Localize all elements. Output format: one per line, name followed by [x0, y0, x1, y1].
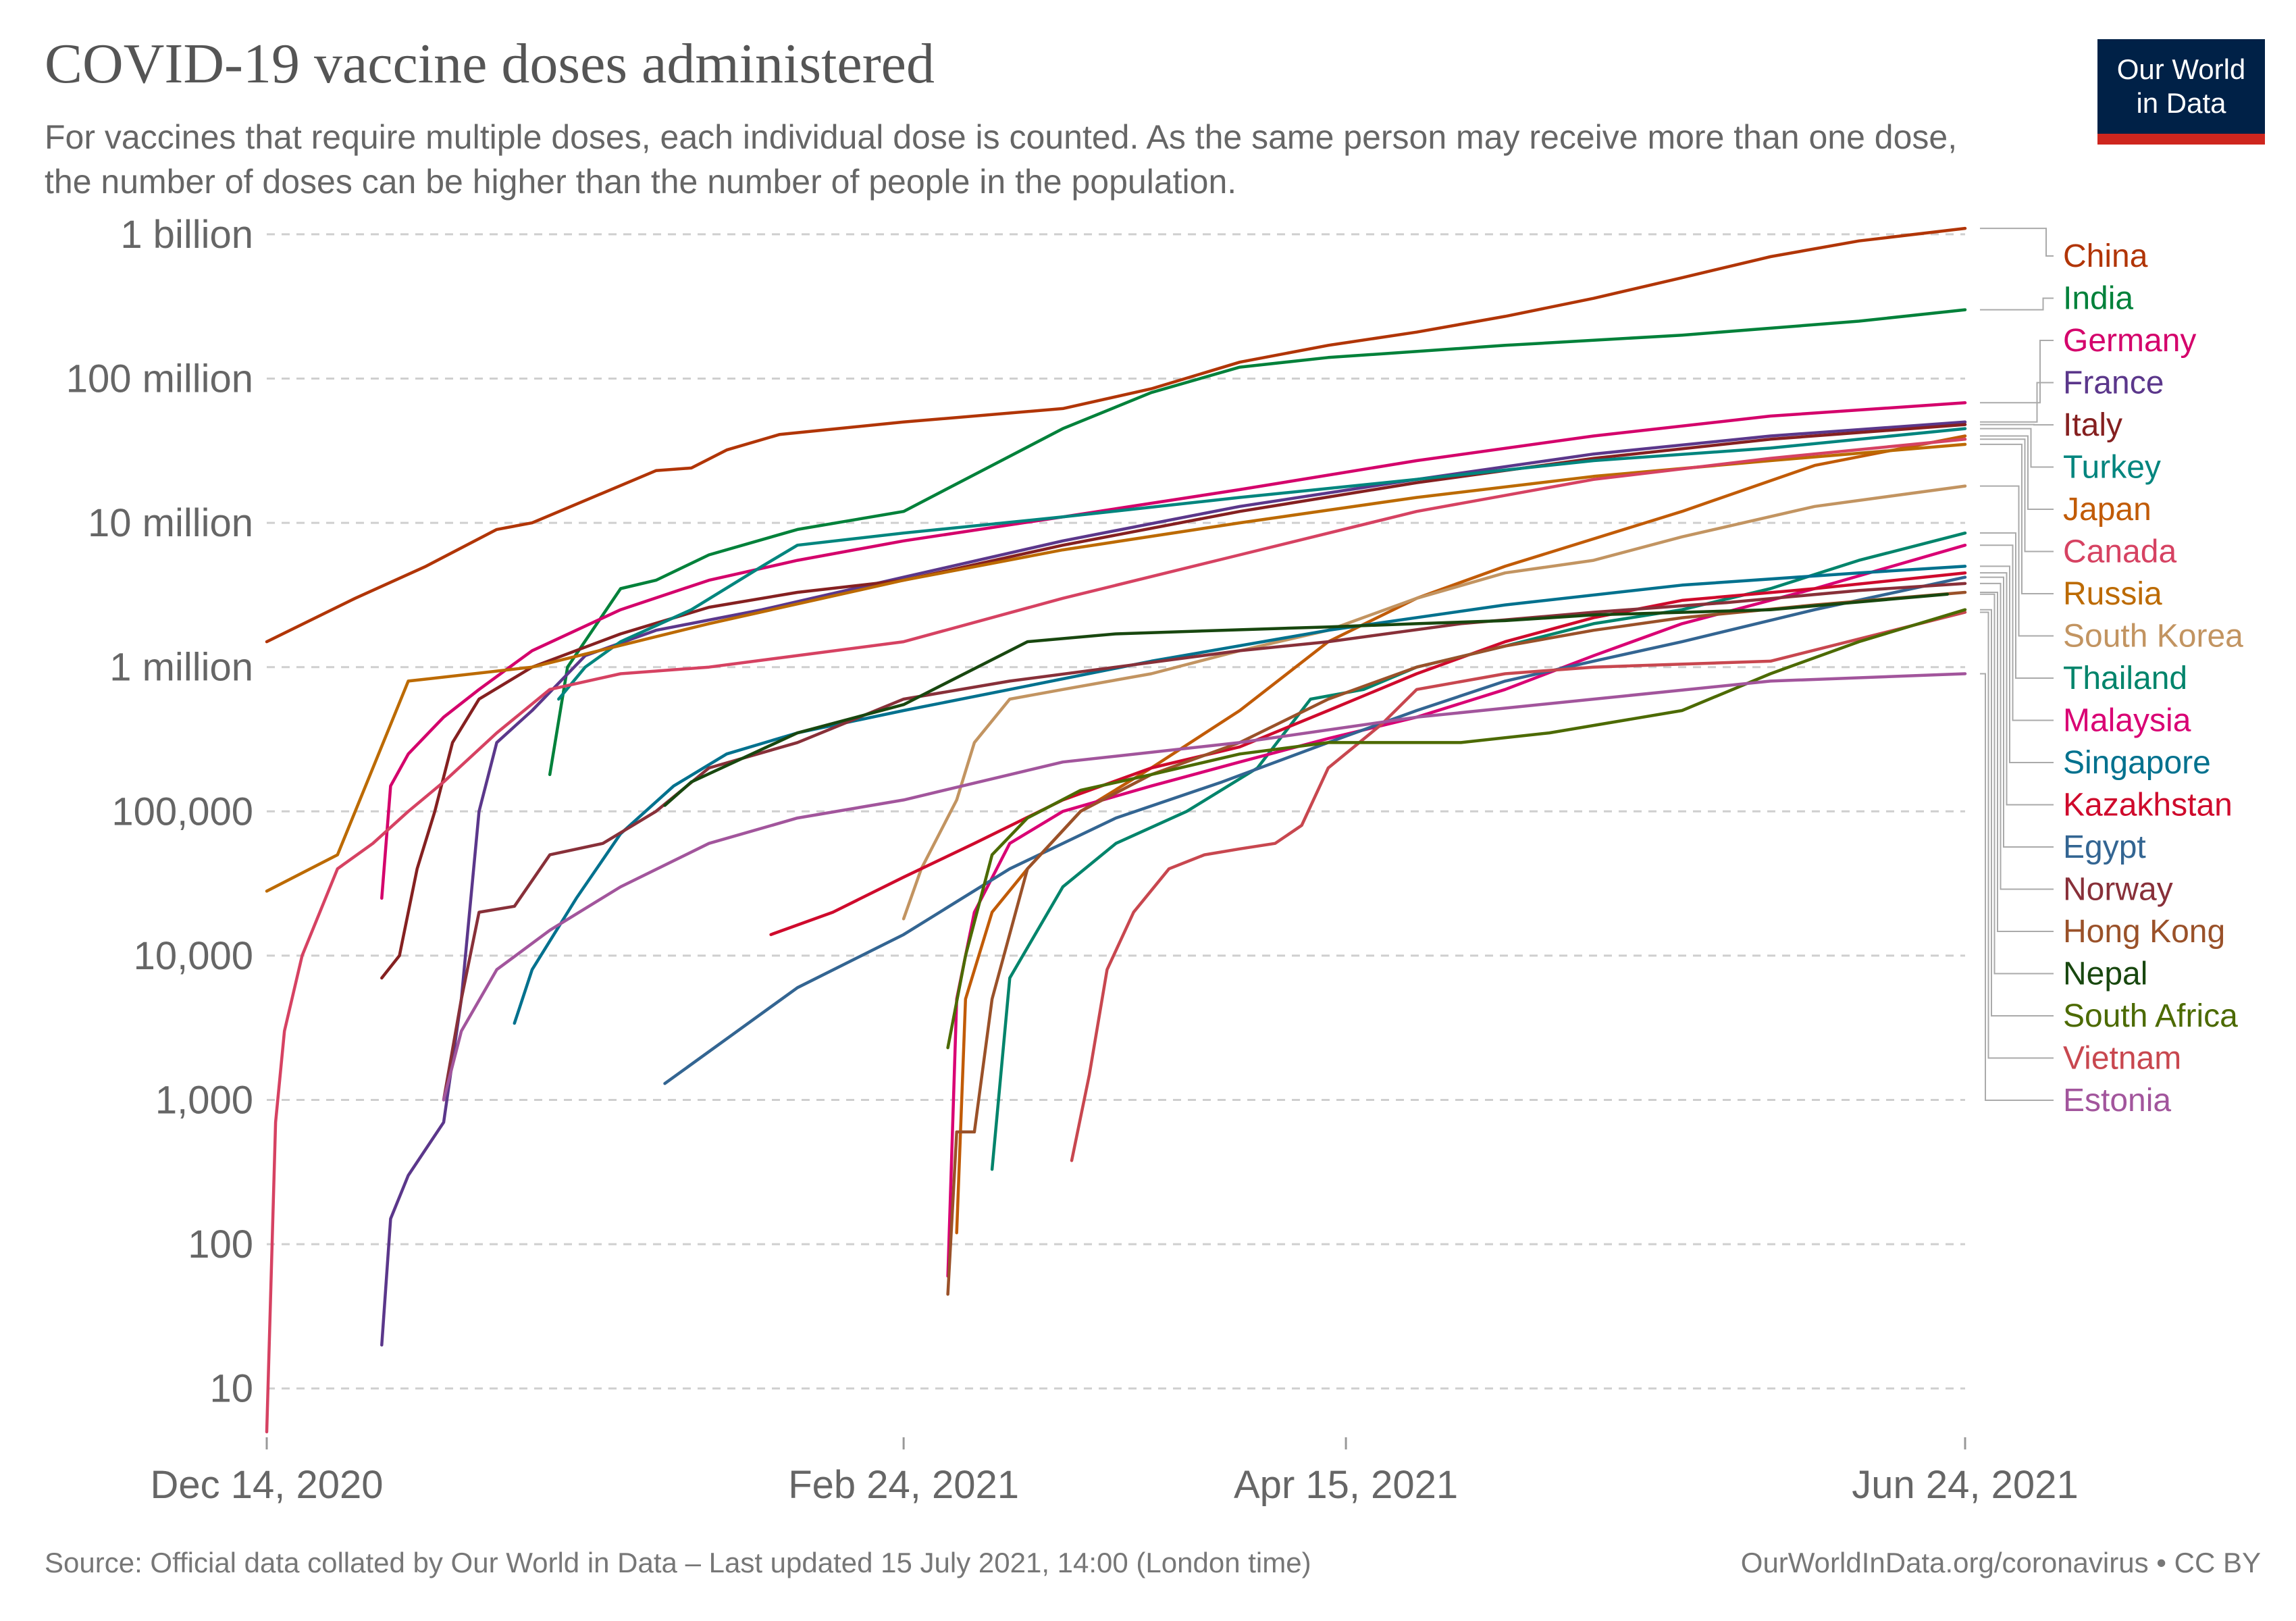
series-line-norway[interactable]	[442, 582, 1967, 1102]
y-tick-label: 1 million	[109, 646, 253, 690]
legend-connector-russia	[1980, 443, 2054, 594]
series-line-singapore[interactable]	[513, 565, 1967, 1025]
legend-connector-south-africa	[1980, 609, 2054, 1017]
series-line-italy[interactable]	[380, 423, 1967, 980]
y-tick-label: 100	[188, 1223, 253, 1266]
legend-entry-turkey[interactable]: Turkey	[2063, 450, 2161, 486]
x-tick-label: Dec 14, 2020	[150, 1463, 383, 1507]
x-tick-label: Feb 24, 2021	[788, 1463, 1019, 1507]
y-tick-label: 1 billion	[120, 213, 253, 257]
legend-connector-nepal	[1980, 593, 2054, 975]
series-line-nepal[interactable]	[663, 592, 1950, 807]
y-tick-label: 100,000	[111, 790, 253, 833]
series-line-malaysia[interactable]	[946, 543, 1967, 1278]
legend-entry-india[interactable]: India	[2063, 281, 2133, 317]
legend-entry-malaysia[interactable]: Malaysia	[2063, 703, 2191, 739]
series-line-turkey[interactable]	[557, 427, 1967, 701]
series-line-india[interactable]	[548, 308, 1967, 777]
legend-entry-norway[interactable]: Norway	[2063, 872, 2173, 908]
site-credit[interactable]: OurWorldInData.org/coronavirus • CC BY	[1740, 1547, 2261, 1578]
legend-entry-japan[interactable]: Japan	[2063, 492, 2151, 528]
legend-connector-turkey	[1980, 428, 2054, 468]
y-tick-label: 10,000	[134, 934, 253, 978]
legend-connector-thailand	[1980, 532, 2054, 679]
legend-entry-canada[interactable]: Canada	[2063, 534, 2176, 570]
legend-entry-kazakhstan[interactable]: Kazakhstan	[2063, 788, 2233, 823]
chart-title: COVID-19 vaccine doses administered	[45, 32, 935, 95]
legend-entry-china[interactable]: China	[2063, 238, 2148, 274]
legend-entry-singapore[interactable]: Singapore	[2063, 745, 2211, 781]
legend-connectors	[1980, 228, 2054, 1101]
source-note: Source: Official data collated by Our Wo…	[45, 1547, 1311, 1578]
legend-entry-germany[interactable]: Germany	[2063, 323, 2196, 359]
y-tick-label: 100 million	[66, 357, 253, 401]
legend-connector-norway	[1980, 582, 2054, 890]
gridlines	[267, 233, 1965, 1390]
legend-connector-france	[1980, 382, 2054, 423]
legend-connector-singapore	[1980, 565, 2054, 763]
chart-subtitle: For vaccines that require multiple doses…	[45, 118, 1958, 201]
legend[interactable]: China India Germany France Italy Turkey Japan C…	[2063, 238, 2243, 1118]
legend-connector-japan	[1980, 435, 2054, 510]
legend-entry-nepal[interactable]: Nepal	[2063, 956, 2147, 992]
logo-line-1: Our World	[2116, 53, 2246, 85]
series-line-france[interactable]	[380, 420, 1967, 1347]
legend-connector-china	[1980, 228, 2054, 257]
legend-entry-egypt[interactable]: Egypt	[2063, 829, 2146, 865]
series-line-estonia[interactable]	[442, 672, 1967, 1102]
legend-entry-italy[interactable]: Italy	[2063, 407, 2122, 443]
series-line-thailand[interactable]	[990, 531, 1967, 1171]
y-tick-label: 1,000	[155, 1079, 253, 1123]
legend-connector-egypt	[1980, 576, 2054, 848]
y-tick-label: 10	[209, 1367, 253, 1411]
legend-connector-south-korea	[1980, 485, 2054, 637]
series-line-japan[interactable]	[955, 434, 1967, 1235]
legend-connector-kazakhstan	[1980, 572, 2054, 806]
legend-connector-vietnam	[1980, 611, 2054, 1059]
legend-connector-india	[1980, 297, 2054, 311]
legend-entry-france[interactable]: France	[2063, 365, 2164, 401]
legend-connector-malaysia	[1980, 544, 2054, 721]
series-line-canada[interactable]	[265, 438, 1967, 1434]
x-axis: Dec 14, 2020 Feb 24, 2021 Apr 15, 2021 Jun …	[150, 1437, 2079, 1507]
series-line-russia[interactable]	[265, 442, 1967, 893]
y-axis-labels: 10 100 1,000 10,000 100,000 1 million 10 milli…	[66, 213, 253, 1411]
series-line-kazakhstan[interactable]	[769, 571, 1967, 936]
legend-entry-south-africa[interactable]: South Africa	[2063, 998, 2238, 1034]
legend-connector-canada	[1980, 438, 2054, 552]
legend-connector-hong-kong	[1980, 591, 2054, 932]
series-line-germany[interactable]	[380, 401, 1967, 900]
legend-connector-estonia	[1980, 673, 2054, 1101]
y-tick-label: 10 million	[88, 501, 253, 545]
series-line-china[interactable]	[265, 226, 1967, 644]
legend-entry-russia[interactable]: Russia	[2063, 576, 2162, 612]
series-lines	[265, 226, 1967, 1434]
series-line-south-africa[interactable]	[946, 608, 1967, 1050]
legend-entry-estonia[interactable]: Estonia	[2063, 1083, 2171, 1118]
legend-entry-thailand[interactable]: Thailand	[2063, 661, 2187, 696]
legend-entry-south-korea[interactable]: South Korea	[2063, 619, 2243, 654]
owid-logo[interactable]: Our World in Data	[2097, 39, 2265, 145]
legend-entry-vietnam[interactable]: Vietnam	[2063, 1041, 2181, 1077]
legend-entry-hong-kong[interactable]: Hong Kong	[2063, 914, 2225, 950]
x-tick-label: Apr 15, 2021	[1234, 1463, 1458, 1507]
x-tick-label: Jun 24, 2021	[1852, 1463, 2078, 1507]
series-line-vietnam[interactable]	[1070, 611, 1967, 1162]
legend-connector-germany	[1980, 340, 2054, 404]
logo-line-2: in Data	[2136, 87, 2226, 119]
